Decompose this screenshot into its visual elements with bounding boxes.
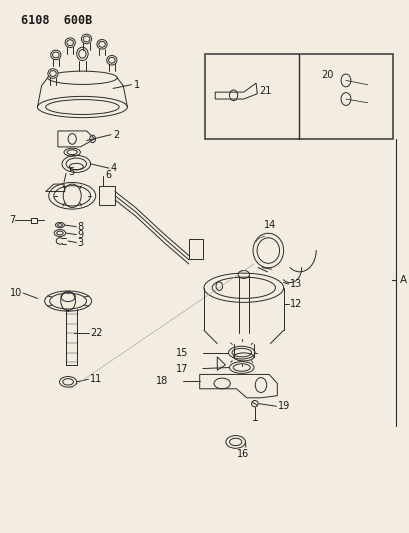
Text: 8: 8 bbox=[77, 222, 83, 232]
Text: 15: 15 bbox=[175, 348, 187, 358]
Text: 6108  600B: 6108 600B bbox=[21, 14, 92, 27]
Text: 1: 1 bbox=[133, 80, 139, 90]
Text: 22: 22 bbox=[90, 328, 102, 338]
Ellipse shape bbox=[65, 38, 75, 47]
Ellipse shape bbox=[48, 69, 58, 78]
Text: 10: 10 bbox=[10, 288, 22, 298]
Text: 21: 21 bbox=[258, 86, 271, 96]
Text: 14: 14 bbox=[264, 220, 276, 230]
Text: 6: 6 bbox=[105, 169, 111, 180]
Text: 12: 12 bbox=[289, 298, 301, 309]
Text: 3: 3 bbox=[77, 238, 83, 247]
Text: 9: 9 bbox=[77, 230, 83, 240]
Ellipse shape bbox=[81, 34, 91, 44]
Ellipse shape bbox=[97, 39, 107, 49]
Text: 7: 7 bbox=[10, 215, 16, 225]
Bar bbox=[204, 54, 392, 139]
Text: 20: 20 bbox=[321, 70, 333, 80]
Ellipse shape bbox=[106, 55, 117, 65]
Text: 5: 5 bbox=[68, 167, 74, 177]
Text: 17: 17 bbox=[175, 364, 187, 374]
Text: 18: 18 bbox=[155, 376, 168, 386]
Ellipse shape bbox=[37, 96, 127, 118]
Text: A: A bbox=[399, 275, 406, 285]
Text: 13: 13 bbox=[289, 279, 301, 289]
Text: 16: 16 bbox=[236, 449, 249, 458]
Text: 11: 11 bbox=[90, 374, 102, 384]
Ellipse shape bbox=[51, 50, 61, 60]
Text: 19: 19 bbox=[277, 401, 289, 411]
Text: 4: 4 bbox=[110, 163, 116, 173]
Text: 2: 2 bbox=[113, 130, 119, 140]
